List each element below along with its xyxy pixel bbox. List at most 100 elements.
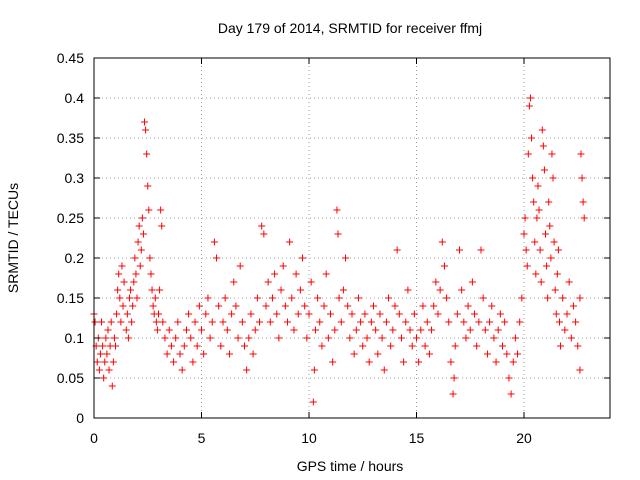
- data-point: [324, 334, 332, 342]
- data-point: [145, 206, 153, 214]
- data-point: [404, 286, 412, 294]
- data-point: [389, 326, 397, 334]
- data-point: [286, 238, 294, 246]
- data-point: [322, 270, 330, 278]
- data-point: [129, 302, 137, 310]
- data-point: [574, 342, 582, 350]
- data-point: [288, 294, 296, 302]
- data-point: [118, 262, 126, 270]
- data-point: [551, 286, 559, 294]
- data-point: [193, 342, 201, 350]
- data-point: [395, 310, 403, 318]
- data-point: [436, 286, 444, 294]
- data-point: [421, 342, 429, 350]
- data-point: [135, 222, 143, 230]
- data-point: [215, 302, 223, 310]
- data-point: [225, 350, 233, 358]
- data-point: [204, 294, 212, 302]
- data-point: [449, 390, 457, 398]
- data-point: [157, 206, 165, 214]
- data-point: [176, 350, 184, 358]
- data-point: [402, 318, 410, 326]
- data-point: [499, 342, 506, 350]
- data-point: [93, 358, 101, 366]
- data-point: [526, 94, 534, 102]
- y-tick-label: 0.15: [57, 290, 84, 306]
- data-point: [544, 294, 552, 302]
- data-point: [413, 334, 420, 342]
- data-point: [258, 222, 266, 230]
- data-point: [327, 310, 334, 318]
- data-point: [167, 342, 175, 350]
- data-point: [143, 150, 151, 158]
- data-point: [256, 318, 264, 326]
- data-point: [202, 310, 210, 318]
- data-point: [536, 246, 544, 254]
- data-point: [109, 358, 117, 366]
- x-tick-label: 20: [516, 430, 532, 446]
- data-point: [450, 374, 458, 382]
- data-point: [264, 278, 272, 286]
- data-point: [543, 262, 551, 270]
- data-point: [490, 334, 498, 342]
- data-point: [552, 310, 560, 318]
- data-point: [511, 334, 519, 342]
- data-point: [344, 302, 352, 310]
- data-point: [352, 326, 360, 334]
- data-point: [428, 326, 436, 334]
- data-point: [198, 326, 205, 334]
- data-point: [187, 334, 195, 342]
- data-point: [528, 134, 536, 142]
- data-point: [104, 326, 112, 334]
- data-point: [99, 342, 107, 350]
- data-point: [531, 238, 539, 246]
- data-point: [382, 318, 390, 326]
- data-point: [505, 374, 513, 382]
- data-point: [492, 358, 500, 366]
- data-point: [275, 334, 283, 342]
- y-tick-label: 0.4: [65, 90, 85, 106]
- data-point: [271, 270, 279, 278]
- data-point: [208, 318, 216, 326]
- data-point: [518, 294, 526, 302]
- data-point: [466, 326, 474, 334]
- data-point: [432, 278, 440, 286]
- data-point: [346, 334, 354, 342]
- data-point: [147, 270, 155, 278]
- data-point: [468, 278, 476, 286]
- data-point: [488, 302, 496, 310]
- data-point: [299, 254, 307, 262]
- data-point: [131, 254, 139, 262]
- data-point: [333, 206, 341, 214]
- data-point: [359, 342, 367, 350]
- data-point: [542, 230, 549, 238]
- data-point: [354, 294, 362, 302]
- data-point: [363, 334, 371, 342]
- data-point: [125, 294, 133, 302]
- data-point: [114, 286, 122, 294]
- data-point: [119, 302, 127, 310]
- data-point: [122, 326, 130, 334]
- data-point: [522, 246, 530, 254]
- data-point: [415, 358, 423, 366]
- data-point: [303, 334, 311, 342]
- data-point: [230, 278, 238, 286]
- data-point: [370, 302, 377, 310]
- data-point: [483, 350, 491, 358]
- x-tick-label: 15: [409, 430, 425, 446]
- y-tick-label: 0.05: [57, 370, 84, 386]
- data-point: [138, 214, 146, 222]
- data-point: [234, 334, 242, 342]
- data-point: [579, 198, 587, 206]
- data-point: [195, 302, 203, 310]
- data-point: [105, 366, 113, 374]
- data-point: [555, 318, 563, 326]
- y-tick-label: 0: [76, 410, 84, 426]
- data-point: [320, 302, 328, 310]
- data-point: [496, 310, 504, 318]
- plot-frame: [93, 57, 611, 419]
- data-point: [262, 302, 270, 310]
- data-point: [210, 238, 218, 246]
- data-point: [103, 350, 111, 358]
- data-point: [447, 358, 455, 366]
